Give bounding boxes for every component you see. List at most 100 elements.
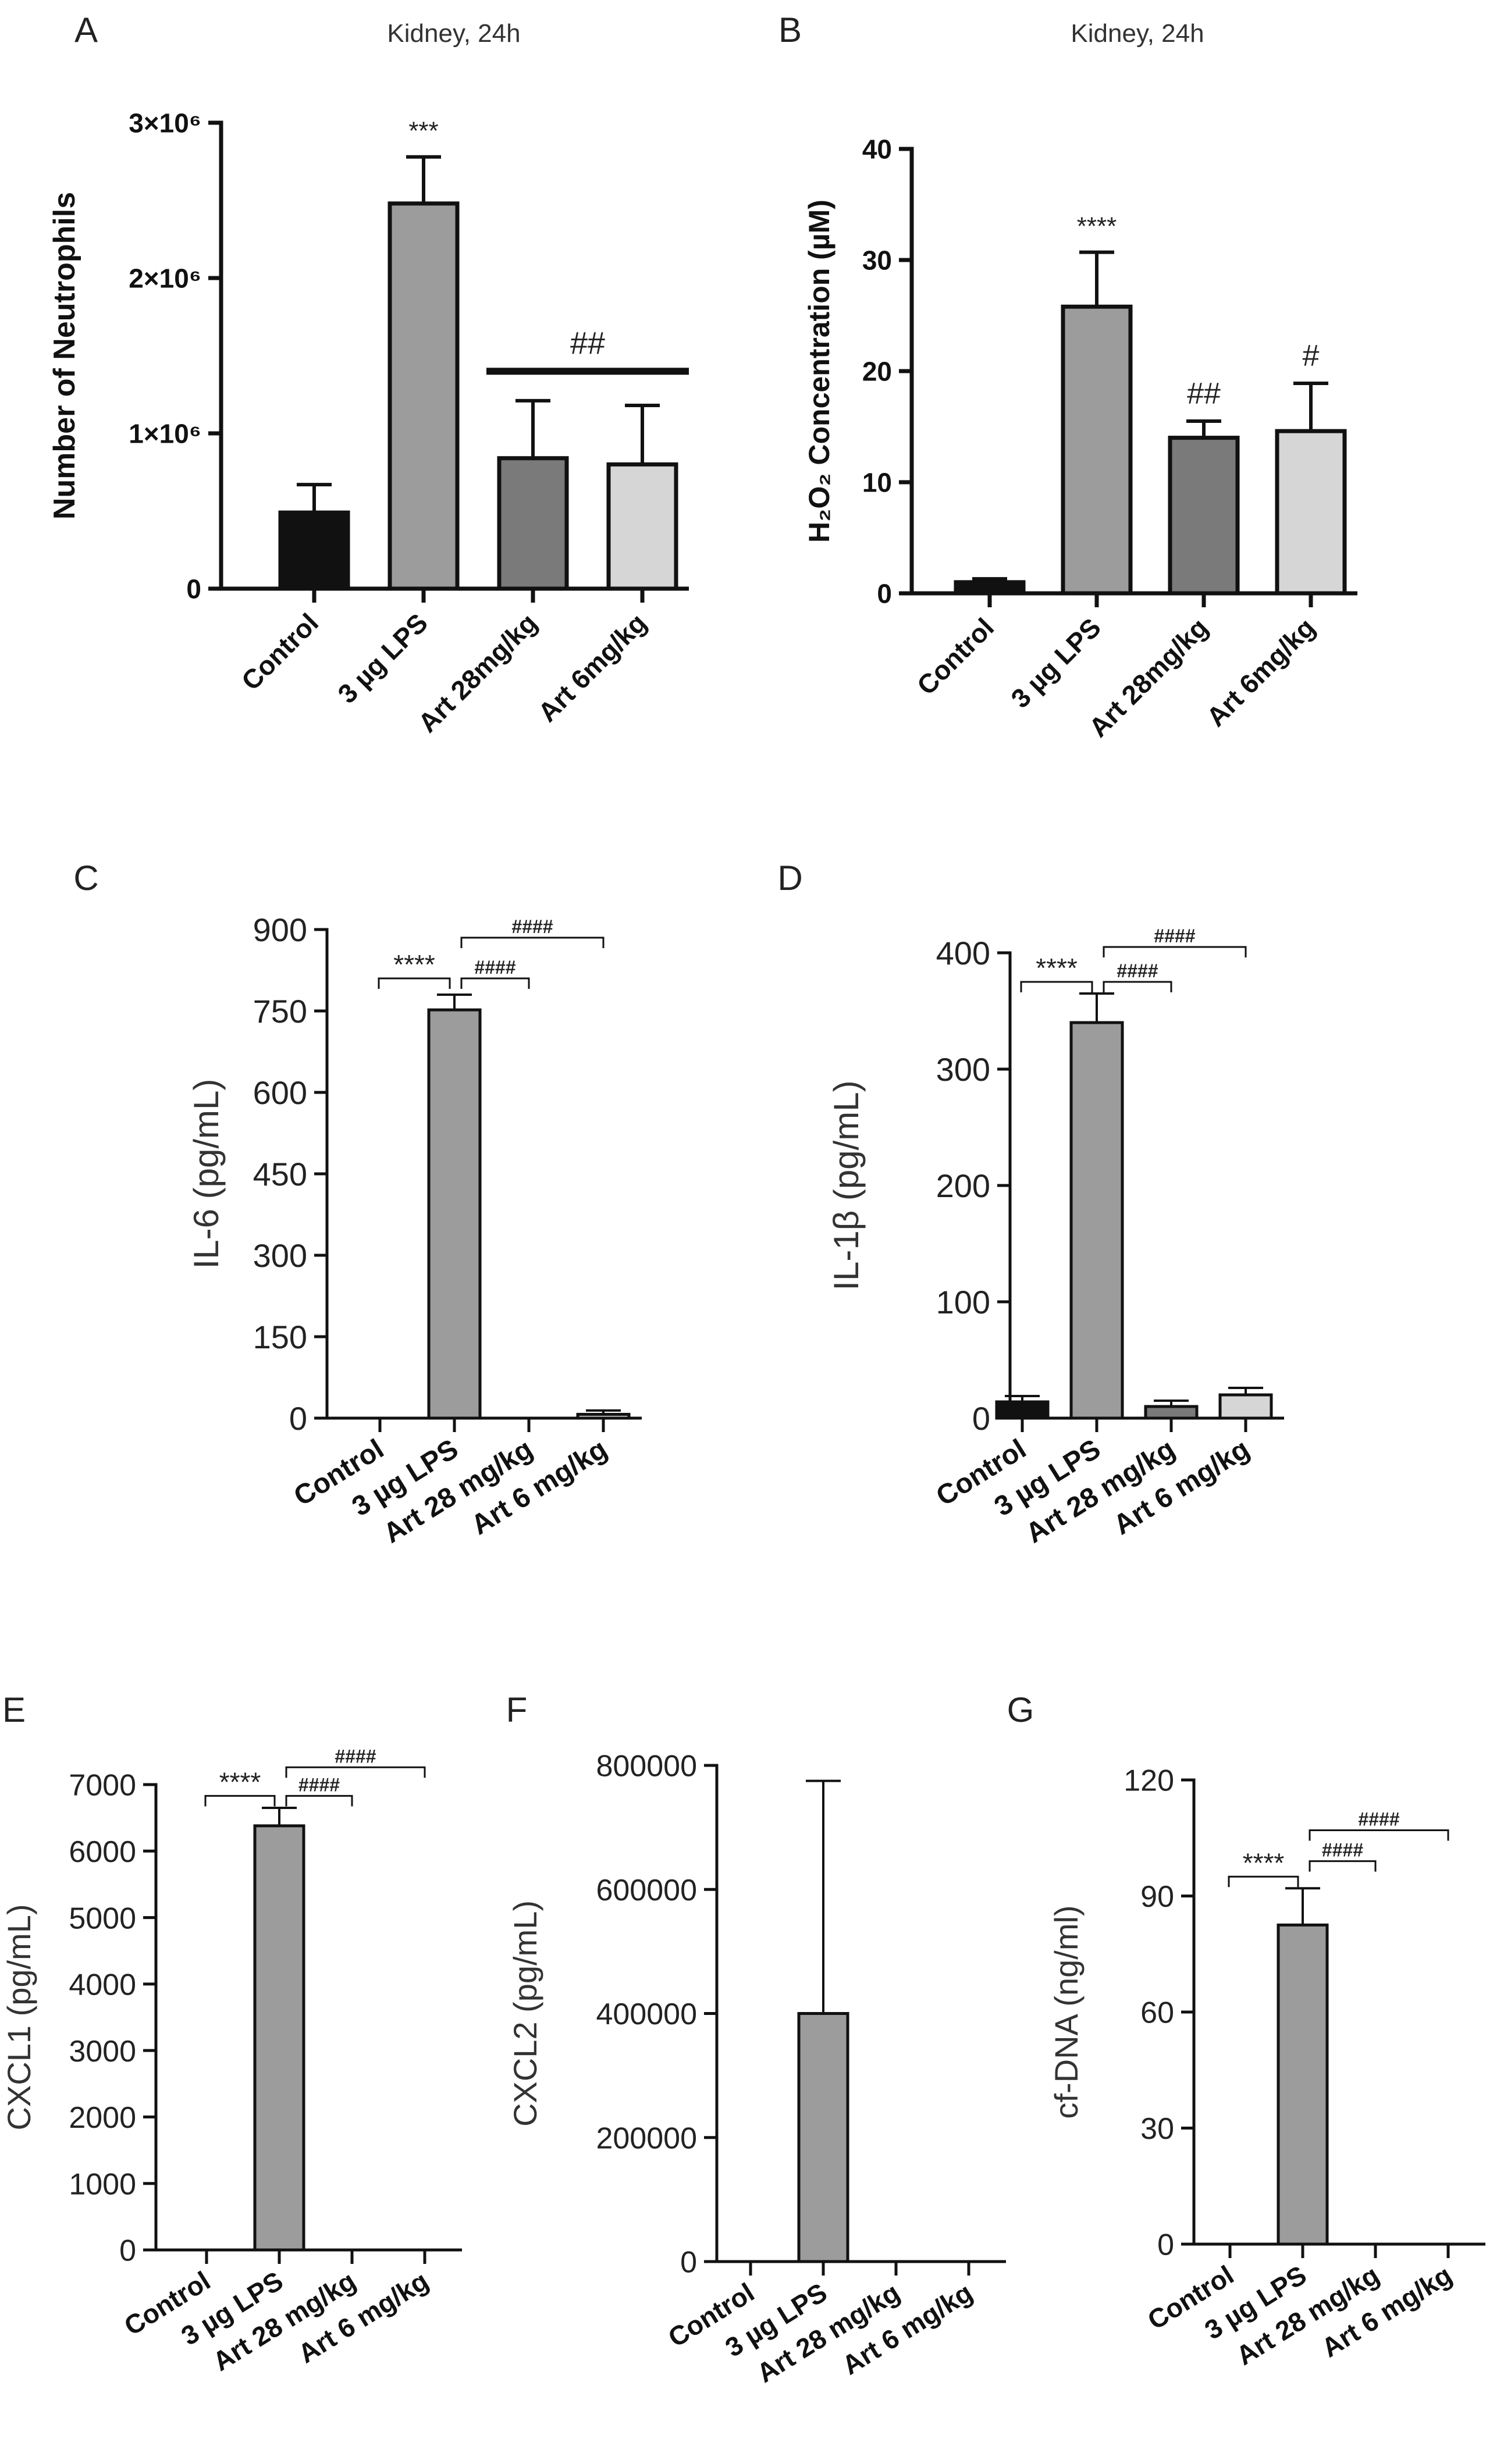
bar-4: [1218, 1393, 1273, 1420]
y-tick-label: 60: [1140, 1996, 1174, 2030]
y-tick-label: 0: [1157, 2228, 1174, 2262]
bar-3: [1168, 436, 1240, 596]
panel-letter: F: [506, 1690, 528, 1729]
y-tick-label: 200: [936, 1167, 990, 1204]
y-tick-label: 0: [877, 579, 892, 609]
y-tick-label: 30: [862, 245, 892, 276]
y-tick-label: 0: [289, 1400, 307, 1437]
significance-label: ****: [1077, 212, 1117, 241]
bar-1: [954, 580, 1026, 596]
significance-bracket: [378, 977, 451, 989]
panel-letter: B: [778, 10, 802, 49]
significance-bracket: [1309, 1829, 1449, 1841]
significance-label: ####: [1154, 925, 1195, 946]
bar-3: [497, 456, 569, 591]
y-tick-label: 600: [253, 1074, 307, 1111]
significance-label: ####: [1322, 1840, 1363, 1861]
y-tick-label: 0: [186, 574, 201, 604]
bar-4: [576, 1412, 631, 1420]
y-tick-label: 300: [936, 1051, 990, 1088]
significance-bracket: [460, 937, 605, 948]
chart-panel-a: A Kidney, 24h 0 1×10⁶ 2×10⁶ 3×10⁶ Number of Ne…: [48, 10, 689, 738]
y-tick-label: 1×10⁶: [129, 419, 201, 449]
category-label: Art 6mg/kg: [532, 607, 652, 728]
significance-label: ####: [335, 1746, 376, 1767]
y-tick-label: 400: [936, 935, 990, 971]
y-tick-label: 900: [253, 911, 307, 948]
significance-label: ####: [474, 957, 515, 978]
significance-label: ####: [298, 1774, 340, 1795]
bar-2: [1277, 1923, 1329, 2246]
y-tick-label: 600000: [596, 1874, 697, 1907]
panel-letter: A: [74, 10, 98, 49]
bar-2: [1061, 304, 1133, 596]
category-label: Control: [911, 612, 1000, 700]
y-axis-label: Number of Neutrophils: [48, 192, 81, 519]
chart-panel-b: B Kidney, 24h 0 10 20 30 40 H₂O₂ Concentration …: [778, 10, 1357, 743]
y-axis-label: CXCL2 (pg/mL): [507, 1900, 543, 2127]
significance-label: ****: [1243, 1847, 1285, 1878]
y-tick-label: 2×10⁶: [129, 264, 201, 294]
bar-4: [606, 462, 678, 591]
y-tick-label: 0: [119, 2234, 136, 2268]
y-tick-label: 0: [680, 2246, 697, 2280]
panel-letter: G: [1007, 1690, 1034, 1729]
category-label: Control: [236, 607, 324, 696]
y-tick-label: 300: [253, 1237, 307, 1274]
bar-2: [427, 1008, 482, 1420]
significance-bracket: [1103, 946, 1247, 957]
bar-2: [1069, 1021, 1124, 1420]
bar-2: [387, 201, 460, 591]
significance-label: ***: [408, 117, 438, 145]
y-tick-label: 750: [253, 993, 307, 1030]
y-tick-label: 150: [253, 1319, 307, 1355]
significance-bracket: [460, 977, 530, 989]
panel-title: Kidney, 24h: [1071, 19, 1204, 48]
significance-label: ##: [570, 326, 605, 361]
category-label: Art 6mg/kg: [1200, 612, 1321, 732]
panel-title: Kidney, 24h: [387, 19, 520, 48]
significance-bracket: [1309, 1860, 1377, 1872]
y-tick-label: 20: [862, 357, 892, 387]
y-tick-label: 400000: [596, 1997, 697, 2031]
y-axis-label: cf-DNA (ng/ml): [1048, 1905, 1085, 2118]
bar-1: [278, 510, 350, 591]
y-tick-label: 5000: [69, 1902, 136, 1935]
y-tick-label: 3×10⁶: [129, 108, 201, 138]
significance-bracket: [204, 1794, 276, 1807]
significance-bracket: [285, 1794, 353, 1807]
y-tick-label: 800000: [596, 1750, 697, 1783]
bar-3: [1144, 1405, 1199, 1420]
y-tick-label: 6000: [69, 1835, 136, 1869]
significance-bracket: [1020, 981, 1093, 992]
y-tick-label: 2000: [69, 2101, 136, 2135]
chart-panel-e: E 0 1000 2000 3000 4000 5000 6000 7000 CXCL1 (pg/…: [1, 1690, 462, 2377]
y-axis-label: IL-1β (pg/mL): [827, 1080, 866, 1290]
significance-bracket: [285, 1766, 426, 1778]
significance-label: ####: [511, 916, 553, 937]
significance-bracket: [1103, 981, 1172, 992]
significance-label: ****: [1036, 953, 1078, 983]
y-tick-label: 0: [972, 1400, 990, 1437]
panel-letter: D: [777, 859, 802, 898]
significance-bracket: [1228, 1875, 1299, 1888]
y-tick-label: 40: [862, 134, 892, 165]
y-tick-label: 100: [936, 1284, 990, 1320]
y-tick-label: 4000: [69, 1968, 136, 2002]
y-axis-label: H₂O₂ Concentration (µM): [803, 200, 836, 543]
y-tick-label: 3000: [69, 2035, 136, 2068]
significance-label: ####: [1117, 960, 1158, 981]
bar-4: [1275, 429, 1347, 596]
y-tick-label: 450: [253, 1156, 307, 1192]
y-tick-label: 120: [1124, 1764, 1174, 1798]
significance-label: ####: [1358, 1808, 1399, 1829]
significance-label: ****: [219, 1767, 261, 1797]
category-label: 3 µg LPS: [1005, 612, 1107, 714]
panel-letter: E: [2, 1690, 26, 1729]
y-tick-label: 7000: [69, 1769, 136, 1803]
